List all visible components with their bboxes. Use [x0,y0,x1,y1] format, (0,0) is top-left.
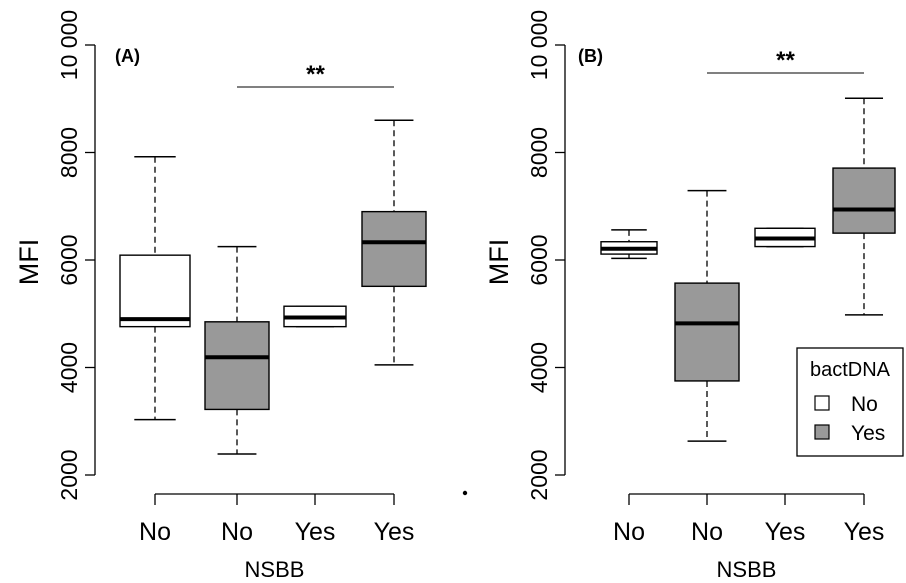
x-tick-label: No [139,518,171,546]
x-tick-label: Yes [374,518,415,546]
y-tick-label: 2000 [526,449,552,500]
legend-label: Yes [851,422,885,445]
x-tick-label: No [613,518,645,546]
x-tick-label: Yes [295,518,336,546]
stray-dot [462,490,468,496]
legend-swatch [814,424,830,440]
x-tick-label: No [221,518,253,546]
y-tick-label: 6000 [56,234,82,285]
box [204,321,270,411]
y-tick-label: 2000 [56,449,82,500]
box [361,210,427,288]
box [119,254,191,328]
significance-label: ** [306,61,325,88]
x-tick-label: Yes [765,518,806,546]
y-tick-label: 10 000 [526,10,552,80]
y-tick-label: 6000 [526,234,552,285]
panel-label: (B) [578,46,603,66]
y-tick-label: 8000 [526,127,552,178]
box [832,167,896,234]
y-axis-title: MFI [14,239,44,286]
box [674,282,740,382]
legend-title: bactDNA [810,359,891,381]
panel-a: 2000 4000 6000 8000 10 000 MFI No No Yes Yes NSBB (… [14,10,427,582]
x-axis-title: NSBB [717,557,777,582]
legend-label: No [851,393,878,416]
significance-label: ** [776,47,795,74]
panel-label: (A) [115,46,140,66]
y-axis-title: MFI [484,239,514,286]
y-tick-label: 10 000 [56,10,82,80]
legend-swatch [814,395,830,411]
x-tick-label: Yes [844,518,885,546]
y-tick-label: 4000 [56,342,82,393]
legend: bactDNA No Yes [796,347,904,457]
y-tick-label: 4000 [526,342,552,393]
x-tick-label: No [691,518,723,546]
x-axis-title: NSBB [245,557,305,582]
y-tick-label: 8000 [56,127,82,178]
panel-b: 2000 4000 6000 8000 10 000 MFI No No Yes Yes NSBB (… [484,10,904,582]
